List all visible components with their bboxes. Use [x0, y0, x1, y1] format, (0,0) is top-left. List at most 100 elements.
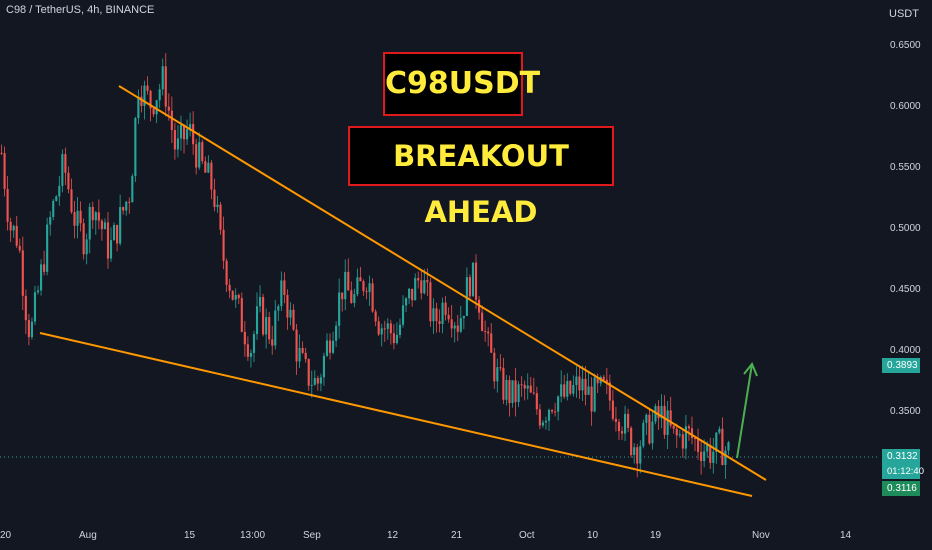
- candle-body: [353, 294, 356, 303]
- lower-trendline: [39, 332, 753, 497]
- candle-body: [158, 89, 161, 101]
- candle-body: [584, 378, 587, 395]
- candle-body: [523, 384, 526, 389]
- candle-body: [219, 204, 222, 230]
- candle-body: [27, 320, 30, 338]
- y-tick-label: 0.3500: [890, 406, 921, 417]
- candle-body: [216, 204, 219, 207]
- candle-body: [3, 153, 6, 189]
- candle-body: [307, 359, 310, 386]
- candle-body: [73, 212, 76, 226]
- candle-body: [362, 281, 365, 292]
- candle-body: [280, 280, 283, 307]
- candle-body: [572, 385, 575, 394]
- candle-body: [322, 355, 326, 378]
- candle-body: [642, 422, 645, 447]
- candle-body: [85, 239, 88, 255]
- candle-body: [547, 409, 551, 421]
- y-tick-label: 0.6500: [890, 40, 921, 51]
- candle-body: [578, 376, 581, 391]
- candle-body: [554, 411, 557, 413]
- candle-body: [70, 189, 73, 213]
- candle-body: [529, 385, 532, 393]
- candle-body: [30, 321, 34, 338]
- candle-body: [630, 427, 633, 456]
- candle-body: [258, 297, 262, 307]
- candle-body: [347, 271, 350, 291]
- candle-body: [52, 200, 55, 217]
- candle-body: [328, 340, 332, 353]
- y-tick-label: 0.6000: [890, 101, 921, 112]
- candle-body: [252, 334, 256, 353]
- candle-body: [587, 386, 590, 395]
- candle-body: [161, 66, 164, 90]
- candle-body: [669, 410, 672, 426]
- candle-body: [611, 400, 614, 419]
- candle-body: [76, 210, 79, 226]
- candle-body: [109, 240, 113, 259]
- candle-body: [210, 162, 213, 190]
- candle-body: [423, 280, 426, 294]
- candle-body: [185, 129, 189, 140]
- candle-body: [222, 229, 225, 261]
- candles: [0, 53, 730, 479]
- candle-body: [33, 292, 37, 322]
- candle-body: [411, 288, 414, 301]
- candle-body: [459, 318, 462, 332]
- candle-body: [681, 434, 684, 449]
- candle-body: [283, 280, 286, 295]
- candle-body: [672, 425, 675, 429]
- candle-body: [703, 451, 706, 462]
- bar-countdown-tag: 01:12:40: [882, 464, 924, 479]
- candle-body: [316, 378, 319, 384]
- candle-body: [240, 298, 243, 332]
- candle-body: [21, 250, 24, 296]
- symbol-header: C98 / TetherUS, 4h, BINANCE: [6, 4, 155, 16]
- candle-body: [128, 201, 131, 203]
- candle-body: [201, 142, 204, 162]
- candle-body: [462, 315, 465, 319]
- candle-body: [319, 377, 322, 384]
- candle-body: [617, 421, 621, 432]
- candle-body: [46, 224, 49, 272]
- y-tick-label: 0.4000: [890, 345, 921, 356]
- x-tick-label: 20: [0, 530, 12, 541]
- candle-body: [79, 210, 82, 224]
- candle-body: [408, 288, 411, 299]
- x-tick-label: 14: [840, 530, 852, 541]
- candle-body: [441, 302, 444, 324]
- title-banner: C98USDT: [383, 52, 540, 116]
- candle-body: [39, 264, 43, 291]
- candle-body: [627, 413, 630, 428]
- x-tick-label: 19: [650, 530, 662, 541]
- candle-body: [91, 206, 94, 221]
- candle-body: [566, 381, 569, 397]
- candle-body: [18, 245, 21, 251]
- subtitle-banner: BREAKOUT AHEAD: [348, 126, 614, 229]
- candle-body: [192, 124, 195, 145]
- candle-body: [231, 290, 234, 300]
- candle-body: [563, 384, 566, 397]
- candle-body: [295, 329, 298, 362]
- candle-body: [134, 118, 137, 177]
- y-axis[interactable]: 0.6500 0.6000 0.5500 0.5000 0.4500 0.400…: [890, 40, 921, 417]
- candle-body: [125, 201, 128, 211]
- candle-body: [167, 106, 170, 111]
- candle-body: [49, 216, 52, 225]
- candle-body: [432, 308, 435, 322]
- candle-body: [700, 451, 703, 462]
- x-axis[interactable]: 20 Aug 15 13:00 Sep 12 21 Oct 10 19 Nov …: [0, 530, 852, 541]
- candle-body: [182, 125, 186, 140]
- candle-body: [61, 154, 64, 186]
- candle-body: [9, 221, 12, 231]
- candle-body: [6, 188, 9, 222]
- candle-body: [590, 386, 593, 412]
- y-tick-label: 0.5000: [890, 223, 921, 234]
- candle-body: [286, 294, 289, 318]
- candle-body: [152, 108, 155, 115]
- candle-body: [663, 405, 666, 435]
- candle-body: [100, 220, 103, 230]
- candle-body: [155, 100, 158, 115]
- candle-body: [456, 325, 459, 332]
